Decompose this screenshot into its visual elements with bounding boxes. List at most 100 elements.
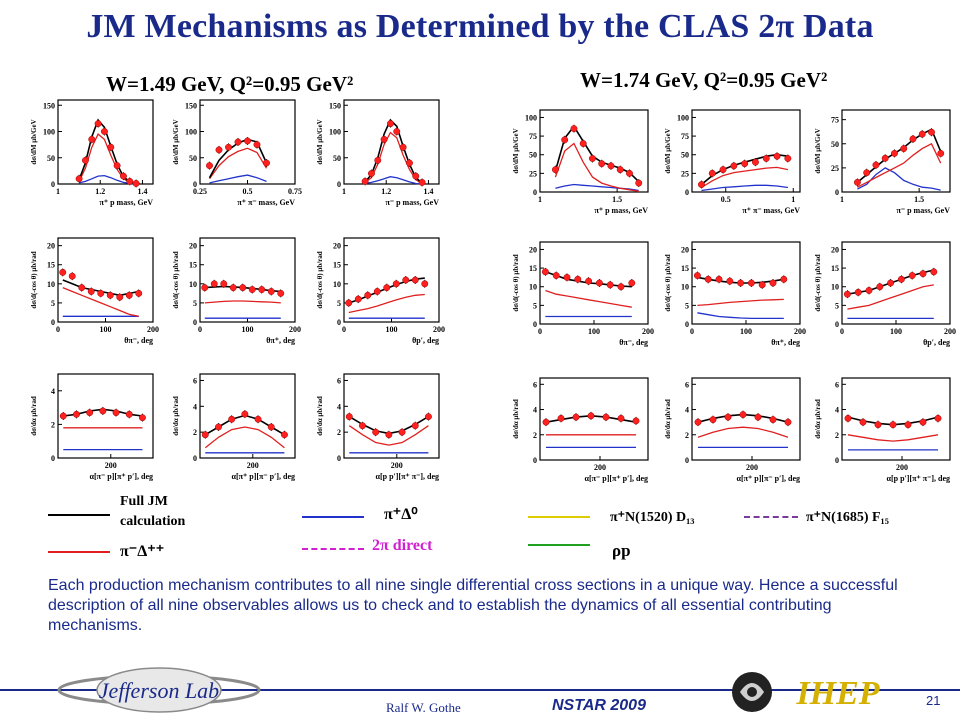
p1-s1-data-point: [741, 160, 749, 168]
p0-s6-data-point: [112, 409, 120, 417]
p1-s2-data-point: [937, 149, 945, 157]
p0-s4-ytick-label: 15: [189, 261, 197, 270]
p0-s2-data-point: [412, 172, 420, 180]
p0-s7-xtick-label: 200: [247, 461, 259, 470]
p0-s2-xtick-label: 1: [342, 187, 346, 196]
p1-s1-data-point: [719, 166, 727, 174]
p0-s5-curve-pim-delta-pp: [348, 293, 425, 314]
p0-s5-data-point: [383, 284, 391, 292]
p1-s2-ytick-label: 75: [831, 116, 839, 125]
legend-swatch-rho-p: [528, 544, 590, 546]
p0-s5-data-point: [354, 295, 362, 303]
page-title: JM Mechanisms as Determined by the CLAS …: [86, 8, 874, 45]
p1-s1-ytick-label: 0: [685, 188, 689, 197]
panel-header-left: W=1.49 GeV, Q²=0.95 GeV²: [106, 72, 354, 96]
p0-s5-ylabel: dσ/d(-cos θ) μb/rad: [316, 251, 324, 308]
p1-s3-data-point: [617, 283, 625, 291]
p1-s7-data-point: [769, 416, 777, 424]
p0-s0-data-point: [126, 177, 134, 185]
p1-s5-curve-pim-delta-pp: [847, 284, 934, 310]
p0-s6-xtick-label: 200: [105, 461, 117, 470]
p0-s0-data-point: [132, 180, 140, 187]
p0-s0-data-point: [119, 172, 127, 180]
p1-s0-data-point: [635, 179, 643, 187]
p0-s8-data-point: [372, 428, 380, 436]
p0-s0-xlabel: π⁺ p mass, GeV: [100, 198, 154, 207]
p1-s3-curve-pim-delta-pp: [545, 289, 632, 308]
p1-s1-curve-pip-delta0: [701, 184, 788, 192]
p1-s3-data-point: [628, 279, 636, 287]
p1-s8-data-point: [859, 418, 867, 426]
p1-s0-data-point: [598, 160, 606, 168]
p0-s6-data-point: [99, 407, 107, 415]
p0-s8-ylabel: dσ/dα μb/rad: [316, 396, 324, 436]
p0-s0-frame: [57, 99, 154, 185]
p0-s5-ytick-label: 0: [337, 318, 341, 327]
p0-s0-data-point: [75, 175, 83, 183]
p0-s2-data-point: [405, 159, 413, 167]
p1-s6-ytick-label: 2: [533, 431, 537, 440]
p0-s3-xtick-label: 200: [147, 325, 159, 334]
p0-s7-data-point: [201, 431, 209, 439]
p0-s7-ytick-label: 6: [193, 376, 197, 385]
p1-s7-ytick-label: 6: [685, 380, 689, 389]
p1-s5-ylabel: dσ/d(-cos θ) μb/rad: [814, 254, 822, 311]
p1-s1-ylabel: dσ/dM μb/GeV: [664, 128, 672, 173]
p0-s1-data-point: [225, 143, 232, 151]
p0-s1-xtick-label: 0.25: [193, 187, 207, 196]
p1-s1-ytick-label: 25: [681, 169, 689, 178]
p1-s2-data-point: [853, 178, 861, 186]
p1-s8-data-point: [889, 421, 897, 429]
footer-rule: [0, 689, 960, 691]
legend-label-pip-delta0: π⁺Δ⁰: [384, 506, 418, 523]
p1-s8-curve-pim-delta-pp: [847, 434, 939, 442]
p1-s5-data-point: [919, 270, 927, 278]
p0-s0-data-point: [100, 128, 108, 135]
p0-s3-ytick-label: 5: [51, 299, 55, 308]
p1-s3-data-point: [595, 279, 603, 287]
p1-s4-ylabel: dσ/d(-cos θ) μb/rad: [664, 254, 672, 311]
p0-s2-data-point: [399, 143, 407, 151]
p0-s4-xtick-label: 100: [242, 325, 254, 334]
p0-s0-data-point: [81, 156, 89, 164]
p1-s0-frame: [539, 109, 649, 193]
p0-s5-xlabel: θp′, deg: [412, 336, 439, 345]
legend-swatch-full-jm: [48, 514, 110, 516]
p0-s8-ytick-label: 4: [337, 402, 341, 411]
p0-s0-curve-pip-delta0: [78, 174, 137, 185]
p1-s5-data-point: [865, 287, 873, 294]
p0-s5-ytick-label: 10: [333, 280, 341, 289]
p0-s0-data-point: [107, 143, 115, 151]
p0-s5-data-point: [402, 276, 410, 284]
p1-s8-ytick-label: 4: [835, 406, 839, 415]
p1-s1-ytick-label: 75: [681, 132, 689, 141]
p1-s2-xlabel: π⁻ p mass, GeV: [897, 206, 951, 215]
p0-s3-data-point: [78, 284, 86, 292]
p1-s4-xtick-label: 200: [794, 327, 806, 336]
p1-s1-data-point: [773, 152, 781, 160]
p0-s6-ytick-label: 2: [51, 420, 55, 429]
p0-s7-xlabel: α[π⁺ p][π⁻ p′], deg: [232, 472, 295, 481]
p0-s8-ytick-label: 6: [337, 376, 341, 385]
p1-s6-ytick-label: 6: [533, 380, 537, 389]
p1-s7-data-point: [724, 413, 732, 421]
p1-s2-ytick-label: 50: [831, 140, 839, 149]
p0-s5-data-point: [392, 280, 400, 288]
p1-s4-ytick-label: 10: [681, 283, 689, 292]
p1-s1-data-point: [708, 169, 716, 177]
p1-s5-xlabel: θp′, deg: [923, 338, 950, 347]
p1-s0-xtick-label: 1: [538, 195, 542, 204]
p1-s0-data-point: [551, 166, 559, 174]
p1-s0-curve-full-jm: [554, 125, 640, 183]
p0-s6-frame: [57, 373, 154, 459]
legend-label-rho-p: ρp: [612, 541, 631, 560]
p1-s3-data-point: [541, 268, 549, 276]
p1-s0-data-point: [589, 155, 596, 162]
p1-s5-xtick-label: 200: [944, 327, 956, 336]
p1-s6-ylabel: dσ/dα μb/rad: [512, 399, 520, 439]
p0-s1-data-point: [234, 138, 242, 146]
p0-s2-data-point: [393, 128, 401, 135]
p0-s5-data-point: [364, 291, 372, 299]
p1-s7-curve-pim-delta-pp: [697, 426, 789, 438]
p0-s2-data-point: [361, 177, 369, 185]
